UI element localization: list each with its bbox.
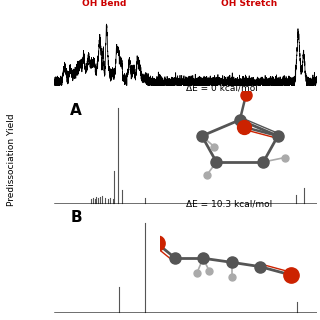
- Text: ΔE = 0 kcal/mol: ΔE = 0 kcal/mol: [186, 84, 258, 92]
- Text: OH Bend: OH Bend: [82, 0, 126, 8]
- Text: B: B: [70, 211, 82, 226]
- Text: ΔE = 10.3 kcal/mol: ΔE = 10.3 kcal/mol: [186, 200, 272, 209]
- Text: A: A: [70, 103, 82, 118]
- Text: Predissociation Yield: Predissociation Yield: [7, 114, 16, 206]
- Text: OH Stretch: OH Stretch: [221, 0, 277, 8]
